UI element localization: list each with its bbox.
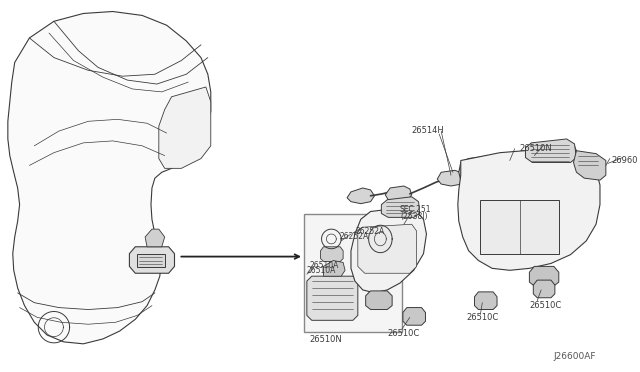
Text: 26510C: 26510C bbox=[467, 314, 499, 323]
Text: 26510C: 26510C bbox=[387, 329, 419, 338]
Text: 26252A: 26252A bbox=[356, 227, 385, 236]
Text: 26960: 26960 bbox=[612, 155, 638, 164]
Polygon shape bbox=[549, 141, 577, 158]
Polygon shape bbox=[497, 157, 525, 172]
Polygon shape bbox=[474, 292, 497, 310]
Polygon shape bbox=[481, 205, 490, 212]
Polygon shape bbox=[467, 185, 504, 205]
Text: 26514H: 26514H bbox=[412, 126, 445, 135]
Text: 26510N: 26510N bbox=[520, 144, 552, 153]
Text: J26600AF: J26600AF bbox=[554, 352, 596, 361]
Polygon shape bbox=[365, 212, 395, 231]
Text: 26510A: 26510A bbox=[307, 266, 336, 275]
Polygon shape bbox=[347, 188, 374, 203]
Polygon shape bbox=[159, 87, 211, 169]
Polygon shape bbox=[529, 266, 559, 286]
Polygon shape bbox=[321, 247, 343, 262]
Polygon shape bbox=[403, 308, 426, 325]
Polygon shape bbox=[437, 170, 466, 186]
Polygon shape bbox=[8, 12, 211, 344]
Polygon shape bbox=[129, 247, 175, 273]
Polygon shape bbox=[365, 291, 392, 310]
Polygon shape bbox=[459, 155, 510, 185]
Text: SEC.251: SEC.251 bbox=[400, 205, 431, 214]
Text: 26252A: 26252A bbox=[339, 232, 369, 241]
Text: 26510N: 26510N bbox=[310, 335, 342, 344]
Polygon shape bbox=[351, 208, 426, 293]
Polygon shape bbox=[573, 151, 606, 180]
Polygon shape bbox=[458, 149, 600, 270]
Bar bbox=[481, 200, 559, 254]
Bar bbox=[304, 214, 402, 332]
Bar bbox=[137, 254, 164, 267]
Polygon shape bbox=[307, 276, 358, 320]
Polygon shape bbox=[381, 197, 420, 217]
Text: 26510A: 26510A bbox=[310, 260, 339, 269]
Polygon shape bbox=[358, 224, 417, 273]
Polygon shape bbox=[533, 280, 555, 298]
Polygon shape bbox=[525, 139, 577, 163]
Text: (2538I): (2538I) bbox=[400, 212, 428, 221]
Polygon shape bbox=[145, 229, 164, 247]
Polygon shape bbox=[323, 260, 345, 276]
Text: 26510C: 26510C bbox=[529, 301, 562, 310]
Polygon shape bbox=[385, 186, 412, 202]
